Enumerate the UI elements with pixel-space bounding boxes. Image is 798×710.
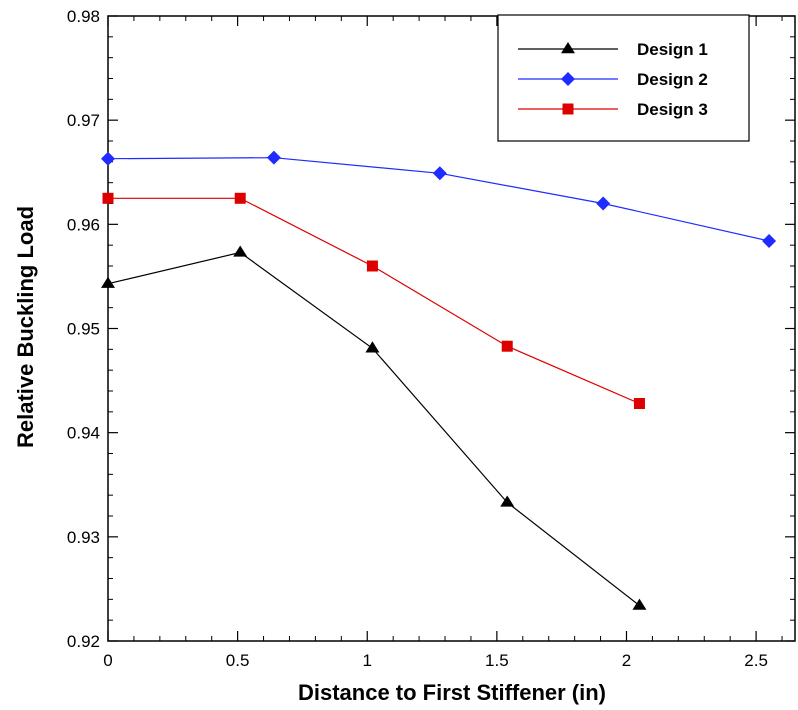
legend: Design 1 Design 2 Design 3 xyxy=(497,14,750,142)
y-tick-label: 0.96 xyxy=(67,215,100,234)
axes: 0 0.5 1 1.5 2 2.5 0.92 0.93 0.94 0.95 0.96 0.97 0.98 xyxy=(67,7,796,670)
x-tick-label: 0.5 xyxy=(226,651,250,670)
legend-item: Design 1 xyxy=(518,40,708,59)
series-3 xyxy=(102,192,645,409)
data-point xyxy=(633,398,645,409)
legend-label: Design 3 xyxy=(637,100,708,119)
data-point xyxy=(500,495,515,507)
data-point xyxy=(366,260,378,272)
data-point xyxy=(596,196,611,211)
y-axis-title: Relative Buckling Load xyxy=(13,206,38,448)
data-point xyxy=(365,341,380,353)
data-point xyxy=(234,192,246,204)
data-point xyxy=(432,166,447,181)
x-axis-title: Distance to First Stiffener (in) xyxy=(298,680,606,705)
x-tick-label: 0 xyxy=(103,651,112,670)
legend-box xyxy=(497,14,750,142)
y-tick-label: 0.94 xyxy=(67,424,100,443)
legend-item: Design 2 xyxy=(518,70,708,89)
x-tick-label: 2.5 xyxy=(744,651,768,670)
data-point xyxy=(762,234,777,248)
data-point xyxy=(632,598,647,610)
y-tick-label: 0.97 xyxy=(67,111,100,130)
series-line xyxy=(108,197,640,405)
x-tick-label: 1 xyxy=(363,651,372,670)
series-line xyxy=(107,251,640,607)
data-point xyxy=(102,192,114,204)
data-point xyxy=(101,151,115,166)
series-1 xyxy=(101,245,647,610)
series-2 xyxy=(101,150,777,248)
series-layer xyxy=(101,150,777,610)
data-point xyxy=(101,276,115,288)
legend-label: Design 1 xyxy=(637,40,708,59)
y-tick-label: 0.95 xyxy=(67,320,100,339)
y-tick-label: 0.93 xyxy=(67,528,100,547)
legend-item: Design 3 xyxy=(518,100,708,119)
legend-marker xyxy=(561,72,575,86)
data-point xyxy=(233,245,248,257)
y-tick-label: 0.92 xyxy=(67,632,100,651)
legend-marker xyxy=(561,42,575,54)
x-tick-label: 1.5 xyxy=(485,651,509,670)
data-point xyxy=(501,340,513,352)
x-tick-label: 2 xyxy=(622,651,631,670)
legend-marker xyxy=(562,103,574,115)
legend-label: Design 2 xyxy=(637,70,708,89)
data-point xyxy=(266,150,281,165)
y-tick-label: 0.98 xyxy=(67,7,100,26)
